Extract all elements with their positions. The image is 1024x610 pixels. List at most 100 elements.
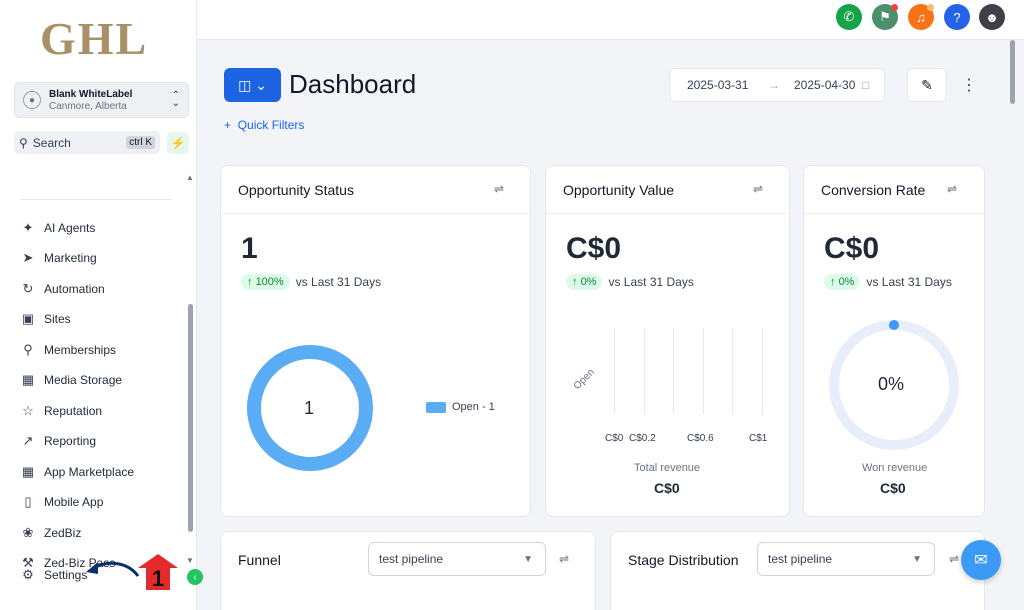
- opportunity-value-card: Opportunity Value ⇌ C$0 ↑ 0% vs Last 31 …: [545, 165, 790, 517]
- card-title: Opportunity Status: [238, 182, 354, 198]
- sidebar-item-sites[interactable]: ▣ Sites: [20, 307, 71, 331]
- notification-dot: [891, 4, 898, 11]
- annotation-arrow-icon: [86, 561, 140, 577]
- sidebar-item-automation[interactable]: ↻ Automation: [20, 277, 105, 301]
- help-icon[interactable]: ?: [944, 4, 970, 30]
- bell-icon[interactable]: ♫: [908, 4, 934, 30]
- chevron-down-icon: ▼: [523, 553, 533, 565]
- arrow-right-icon: →: [768, 78, 780, 92]
- chevron-down-icon: ⌄: [255, 76, 267, 93]
- megaphone-icon[interactable]: ⚑: [872, 4, 898, 30]
- pipeline-select-value: test pipeline: [768, 552, 833, 566]
- chart-legend[interactable]: Open - 1: [426, 401, 495, 413]
- opportunity-status-card: Opportunity Status ⇌ 1 ↑ 100% vs Last 31…: [220, 165, 531, 517]
- sidebar-item-marketing[interactable]: ➤ Marketing: [20, 246, 97, 270]
- annotation-step-badge: 1: [138, 554, 178, 591]
- sparkle-icon: ✦: [22, 220, 34, 235]
- send-icon: ➤: [22, 250, 34, 265]
- filter-icon[interactable]: ⇌: [494, 182, 505, 196]
- stage-distribution-card: Stage Distribution test pipeline ▼ ⇌: [610, 531, 985, 610]
- metric-value: C$0: [566, 232, 622, 265]
- scroll-down-icon[interactable]: ▼: [186, 556, 194, 565]
- chat-help-button[interactable]: ✉: [961, 540, 1001, 580]
- award-icon: ⚲: [23, 342, 33, 357]
- donut-chart: [247, 345, 373, 471]
- delta-badge: ↑ 0%: [824, 274, 861, 290]
- sidebar-item-label: AI Agents: [44, 221, 96, 235]
- star-icon: ☆: [22, 403, 34, 418]
- sidebar-item-media-storage[interactable]: ▦ Media Storage: [20, 368, 122, 392]
- filter-icon[interactable]: ⇌: [559, 552, 570, 566]
- account-switcher[interactable]: ● Blank WhiteLabel Canmore, Alberta ⌃ ⌄: [14, 82, 189, 118]
- collapse-sidebar-button[interactable]: ‹: [187, 569, 203, 585]
- sidebar-item-label: Mobile App: [44, 495, 104, 509]
- main-scrollbar[interactable]: [1010, 40, 1015, 104]
- sidebar-item-app-marketplace[interactable]: ▦ App Marketplace: [20, 460, 134, 484]
- quick-action-bolt-icon[interactable]: ⚡: [167, 132, 189, 154]
- date-range-picker[interactable]: 2025-03-31 → 2025-04-30 □: [669, 68, 885, 102]
- top-header: ✆ ⚑ ♫ ? ☻: [197, 0, 1024, 40]
- logo: GHL: [40, 13, 149, 64]
- date-end: 2025-04-30: [794, 78, 856, 92]
- avatar[interactable]: ☻: [979, 4, 1005, 30]
- page-title: Dashboard: [289, 69, 417, 99]
- grid-line: [614, 328, 615, 414]
- conversion-rate-card: Conversion Rate ⇌ C$0 ↑ 0% vs Last 31 Da…: [803, 165, 985, 517]
- gauge-indicator: [889, 320, 899, 330]
- sidebar-item-label: Sites: [44, 312, 71, 326]
- gauge-center-value: 0%: [878, 374, 905, 394]
- card-title: Funnel: [238, 552, 281, 568]
- pie-slice-open[interactable]: [247, 345, 373, 471]
- sidebar-item-settings[interactable]: ⚙ Settings: [20, 567, 87, 583]
- x-tick-label: C$0.6: [687, 433, 714, 444]
- settings-label: Settings: [44, 568, 88, 582]
- sidebar-item-label: Marketing: [44, 251, 97, 265]
- divider: [20, 199, 172, 200]
- filter-icon[interactable]: ⇌: [947, 182, 958, 196]
- x-tick-label: C$1: [749, 433, 768, 444]
- pipeline-select[interactable]: test pipeline ▼: [757, 542, 935, 576]
- delta-text: vs Last 31 Days: [866, 275, 952, 289]
- card-title: Opportunity Value: [563, 182, 675, 198]
- pipeline-select[interactable]: test pipeline ▼: [368, 542, 546, 576]
- more-options-icon[interactable]: ⋮: [961, 77, 977, 94]
- search-shortcut: ctrl K: [126, 136, 155, 149]
- chevron-down-icon: ▼: [912, 553, 922, 565]
- grid-line: [732, 328, 734, 414]
- wrench-icon: ⚒: [22, 555, 34, 570]
- x-tick-label: C$0.2: [629, 433, 656, 444]
- edit-dashboard-button[interactable]: ✎: [907, 68, 947, 102]
- sidebar-item-reputation[interactable]: ☆ Reputation: [20, 399, 102, 423]
- sidebar-item-ai-agents[interactable]: ✦ AI Agents: [20, 216, 96, 240]
- scroll-up-icon[interactable]: ▲: [186, 173, 194, 182]
- delta-badge: ↑ 100%: [241, 274, 290, 290]
- footer-value: C$0: [654, 480, 680, 496]
- globe-icon: ▣: [21, 311, 35, 326]
- account-name: Blank WhiteLabel: [49, 88, 133, 100]
- sidebar-item-zedbiz[interactable]: ❀ ZedBiz: [20, 521, 82, 545]
- footer-value: C$0: [880, 480, 906, 496]
- pipeline-select-value: test pipeline: [379, 552, 444, 566]
- legend-label: Open - 1: [452, 401, 495, 413]
- phone-icon[interactable]: ✆: [836, 4, 862, 30]
- sidebar-item-memberships[interactable]: ⚲ Memberships: [20, 338, 116, 362]
- chevron-updown-icon: ⌃ ⌄: [171, 90, 180, 109]
- search-label: Search: [32, 135, 71, 150]
- quick-filters-label: Quick Filters: [237, 118, 305, 132]
- legend-swatch: [426, 401, 446, 413]
- delta-text: vs Last 31 Days: [608, 275, 694, 289]
- dashboard-switcher-button[interactable]: ◫ ⌄: [224, 68, 281, 102]
- sidebar-scrollbar[interactable]: [188, 304, 193, 532]
- quick-filters-link[interactable]: + Quick Filters: [224, 118, 305, 132]
- filter-icon[interactable]: ⇌: [753, 182, 764, 196]
- metric-value: C$0: [824, 232, 880, 265]
- sidebar-item-mobile-app[interactable]: ▯ Mobile App: [20, 490, 103, 514]
- date-start: 2025-03-31: [687, 78, 749, 92]
- image-icon: ▦: [21, 372, 35, 387]
- account-location: Canmore, Alberta: [49, 100, 127, 112]
- sidebar-item-label: Memberships: [44, 343, 117, 357]
- delta-badge: ↑ 0%: [566, 274, 603, 290]
- sidebar-item-reporting[interactable]: ↗ Reporting: [20, 429, 96, 453]
- filter-icon[interactable]: ⇌: [949, 552, 960, 566]
- search-input[interactable]: ⚲ Search ctrl K: [14, 131, 160, 154]
